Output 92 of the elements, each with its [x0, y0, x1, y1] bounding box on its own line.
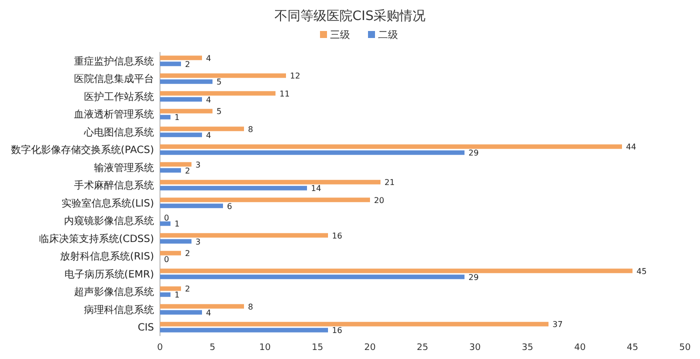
data-label: 12	[290, 72, 300, 81]
bar	[160, 168, 181, 173]
y-tick-label: 手术麻醉信息系统	[74, 180, 154, 192]
data-label: 16	[332, 231, 342, 240]
bar	[160, 126, 244, 132]
y-tick-label: 医院信息集成平台	[74, 73, 154, 86]
x-tick-label: 10	[259, 343, 271, 353]
bar	[160, 91, 276, 96]
x-tick-label: 35	[522, 343, 534, 353]
data-label: 16	[332, 326, 342, 336]
x-tick-label: 45	[626, 343, 638, 353]
bar	[160, 73, 286, 78]
data-label: 45	[636, 266, 647, 276]
x-tick-label: 15	[312, 343, 324, 353]
x-tick-label: 50	[679, 343, 691, 353]
bar	[160, 292, 170, 297]
x-tick-label: 40	[574, 343, 586, 353]
y-tick-label: 超声影像信息系统	[74, 286, 154, 298]
bar	[160, 322, 548, 326]
bar	[160, 114, 170, 120]
data-label: 2	[185, 249, 190, 258]
bar	[160, 250, 181, 256]
bar	[160, 233, 328, 238]
x-tick-label: 0	[157, 343, 164, 353]
data-label: 8	[248, 302, 254, 312]
bar	[160, 221, 170, 226]
data-label: 1	[174, 220, 180, 229]
bar	[160, 328, 328, 332]
data-label: 2	[185, 166, 190, 176]
bar	[160, 144, 622, 149]
data-label: 37	[552, 320, 563, 330]
x-tick-label: 20	[364, 343, 376, 353]
bar	[160, 198, 370, 202]
data-label: 29	[468, 148, 479, 158]
data-label: 2	[185, 60, 190, 69]
data-label: 3	[196, 237, 201, 246]
data-label: 6	[227, 202, 232, 211]
data-label: 2	[185, 284, 190, 294]
data-label: 8	[248, 124, 254, 134]
bar	[160, 79, 212, 84]
bar	[160, 132, 202, 138]
legend-label: 三级	[330, 29, 350, 41]
data-label: 4	[206, 95, 212, 104]
data-label: 5	[216, 78, 222, 87]
y-tick-label: 病理科信息系统	[84, 304, 154, 316]
y-tick-label: 医护工作站系统	[84, 90, 154, 103]
y-tick-label: CIS	[138, 322, 154, 334]
y-tick-label: 心电图信息系统	[83, 126, 154, 138]
data-label: 44	[626, 142, 636, 152]
data-label: 1	[174, 113, 180, 122]
bar	[160, 162, 192, 167]
bar	[160, 310, 202, 315]
data-label: 3	[196, 160, 201, 170]
y-tick-label: 重症监护信息系统	[74, 55, 154, 68]
x-tick-label: 30	[469, 343, 481, 353]
bar	[160, 186, 307, 190]
data-label: 0	[164, 255, 170, 264]
y-tick-label: 数字化影像存储交换系统(PACS)	[10, 144, 154, 156]
bar	[160, 97, 202, 102]
bar	[160, 304, 244, 309]
y-tick-label: 实验室信息系统(LIS)	[61, 197, 154, 210]
bar	[160, 286, 181, 291]
legend-label: 二级	[378, 29, 398, 41]
data-label: 11	[280, 89, 290, 98]
y-tick-label: 临床决策支持系统(CDSS)	[38, 232, 154, 245]
bar	[160, 62, 181, 66]
data-label: 21	[384, 178, 395, 188]
chart-title: 不同等级医院CIS采购情况	[274, 9, 426, 24]
bar	[160, 108, 212, 114]
data-label: 0	[164, 214, 170, 223]
data-label: 4	[206, 54, 212, 63]
data-label: 1	[174, 290, 180, 300]
y-tick-label: 放射科信息系统(RIS)	[60, 250, 154, 263]
data-label: 4	[206, 130, 212, 140]
x-tick-label: 5	[210, 343, 216, 353]
data-label: 5	[216, 107, 222, 116]
bar	[160, 274, 464, 280]
bar	[160, 56, 202, 60]
y-tick-label: 电子病历系统(EMR)	[64, 268, 154, 280]
bar	[160, 180, 380, 184]
bar	[160, 268, 632, 274]
data-label: 4	[206, 308, 212, 318]
y-tick-label: 输液管理系统	[94, 162, 154, 174]
y-tick-label: 内窥镜影像信息系统	[64, 215, 154, 228]
bar	[160, 239, 192, 244]
bar	[160, 204, 223, 208]
data-label: 14	[311, 184, 322, 194]
data-label: 29	[468, 272, 479, 282]
bar	[160, 150, 464, 155]
x-tick-label: 25	[416, 343, 428, 353]
y-tick-label: 血液透析管理系统	[74, 108, 154, 121]
data-label: 20	[374, 196, 384, 205]
